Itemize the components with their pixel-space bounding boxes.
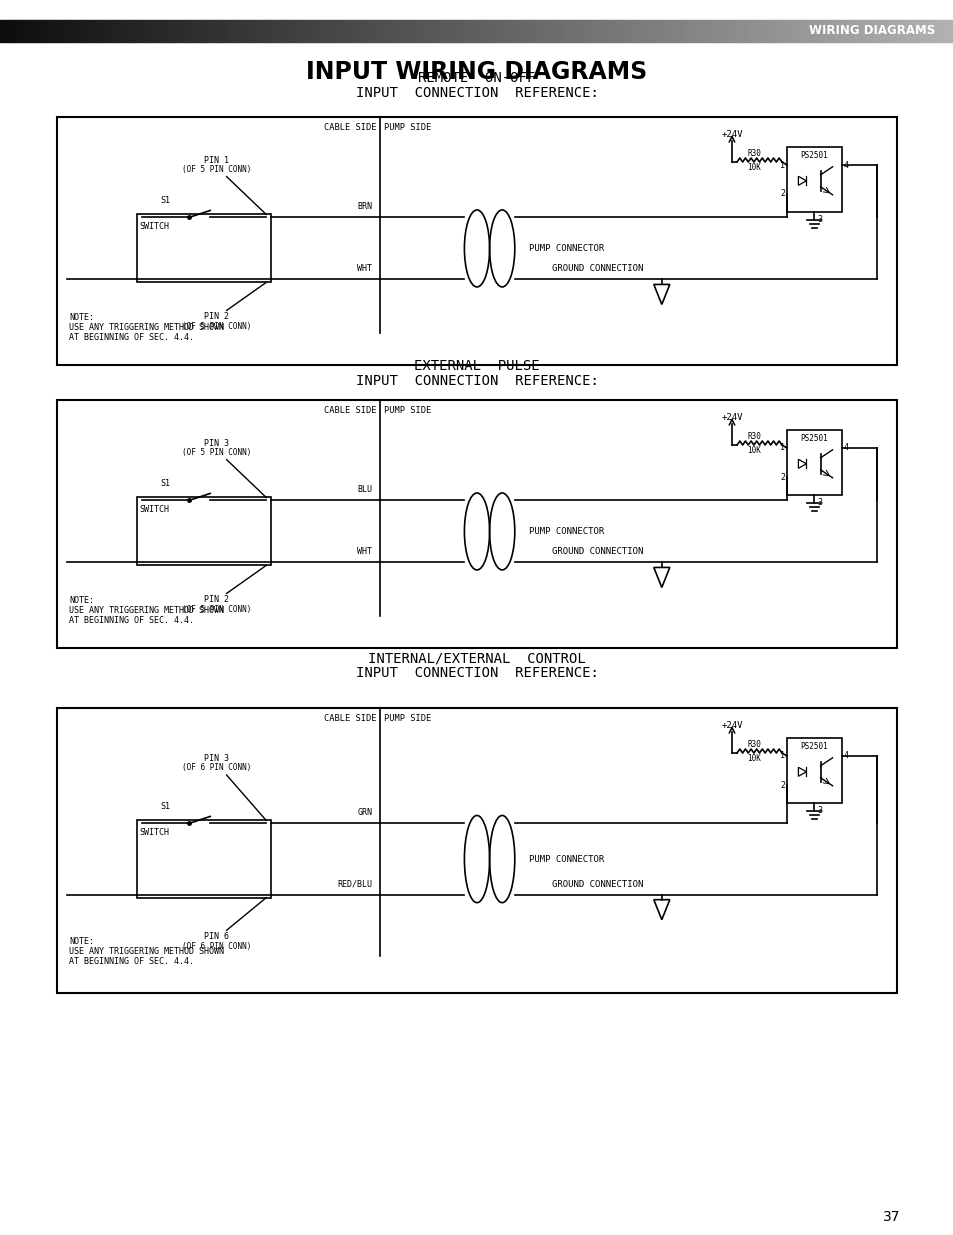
Text: PIN 3: PIN 3 [204,755,229,763]
Bar [136,498,271,566]
Text: PIN 6: PIN 6 [204,932,229,941]
Text: (OF 5 PIN CONN): (OF 5 PIN CONN) [182,447,251,457]
Text: PUMP SIDE: PUMP SIDE [384,124,431,132]
Text: (OF 6 PIN CONN): (OF 6 PIN CONN) [182,942,251,951]
Text: CABLE SIDE: CABLE SIDE [324,406,376,415]
Text: 4: 4 [843,161,848,169]
Text: 37: 37 [882,1210,899,1224]
Bar [786,430,841,495]
Text: USE ANY TRIGGERING METHOD SHOWN: USE ANY TRIGGERING METHOD SHOWN [69,324,224,332]
Text: SWITCH: SWITCH [140,222,170,231]
Text: 2: 2 [780,473,784,482]
Text: +24V: +24V [720,721,742,730]
Text: INPUT  CONNECTION  REFERENCE:: INPUT CONNECTION REFERENCE: [355,86,598,100]
Text: 4: 4 [843,443,848,452]
Text: 4: 4 [843,752,848,761]
Text: WIRING DIAGRAMS: WIRING DIAGRAMS [808,25,934,37]
Text: (OF 6 PIN CONN): (OF 6 PIN CONN) [182,763,251,772]
Bar [57,708,896,993]
Text: (OF 5 PIN CONN): (OF 5 PIN CONN) [182,164,251,174]
Text: INPUT  CONNECTION  REFERENCE:: INPUT CONNECTION REFERENCE: [355,374,598,388]
Text: BRN: BRN [357,203,372,211]
Text: S1: S1 [160,803,170,811]
Text: PIN 2: PIN 2 [204,312,229,321]
Text: 10K: 10K [747,755,760,763]
Text: (OF 5 PIN CONN): (OF 5 PIN CONN) [182,605,251,615]
Text: 1: 1 [780,443,784,452]
Text: USE ANY TRIGGERING METHOD SHOWN: USE ANY TRIGGERING METHOD SHOWN [69,947,224,956]
Text: GROUND CONNECTION: GROUND CONNECTION [551,547,642,557]
Text: AT BEGINNING OF SEC. 4.4.: AT BEGINNING OF SEC. 4.4. [69,333,193,342]
Text: PIN 3: PIN 3 [204,438,229,447]
Text: 3: 3 [817,498,821,508]
Text: NOTE:: NOTE: [69,314,94,322]
Text: CABLE SIDE: CABLE SIDE [324,124,376,132]
Text: CABLE SIDE: CABLE SIDE [324,714,376,722]
Text: BLU: BLU [357,485,372,494]
Text: +24V: +24V [720,130,742,140]
Text: PS2501: PS2501 [800,433,827,443]
Text: REMOTE  ON-OFF: REMOTE ON-OFF [418,70,535,85]
Text: 10K: 10K [747,446,760,454]
Text: AT BEGINNING OF SEC. 4.4.: AT BEGINNING OF SEC. 4.4. [69,616,193,625]
Text: 2: 2 [780,781,784,789]
Bar [136,215,271,283]
Text: INTERNAL/EXTERNAL  CONTROL: INTERNAL/EXTERNAL CONTROL [368,651,585,664]
Text: R30: R30 [747,149,760,158]
Text: NOTE:: NOTE: [69,597,94,605]
Text: PUMP CONNECTOR: PUMP CONNECTOR [529,527,604,536]
Text: PUMP CONNECTOR: PUMP CONNECTOR [529,245,604,253]
Text: PUMP SIDE: PUMP SIDE [384,714,431,722]
Text: PIN 1: PIN 1 [204,156,229,164]
Text: R30: R30 [747,740,760,748]
Text: AT BEGINNING OF SEC. 4.4.: AT BEGINNING OF SEC. 4.4. [69,957,193,967]
Text: GRN: GRN [357,809,372,818]
Text: WHT: WHT [357,547,372,557]
Text: INPUT  CONNECTION  REFERENCE:: INPUT CONNECTION REFERENCE: [355,666,598,680]
Text: USE ANY TRIGGERING METHOD SHOWN: USE ANY TRIGGERING METHOD SHOWN [69,606,224,615]
Text: GROUND CONNECTION: GROUND CONNECTION [551,879,642,889]
Bar [786,147,841,212]
Text: S1: S1 [160,479,170,488]
Bar [57,400,896,648]
Text: INPUT WIRING DIAGRAMS: INPUT WIRING DIAGRAMS [306,61,647,84]
Text: GROUND CONNECTION: GROUND CONNECTION [551,264,642,273]
Text: WHT: WHT [357,264,372,273]
Bar [136,820,271,898]
Text: 1: 1 [780,752,784,761]
Text: SWITCH: SWITCH [140,829,170,837]
Text: (OF 5 PIN CONN): (OF 5 PIN CONN) [182,322,251,331]
Text: 10K: 10K [747,163,760,172]
Text: +24V: +24V [720,412,742,422]
Text: 3: 3 [817,806,821,815]
Text: 2: 2 [780,189,784,199]
Text: S1: S1 [160,196,170,205]
Text: NOTE:: NOTE: [69,937,94,946]
Text: PS2501: PS2501 [800,742,827,751]
Text: 1: 1 [780,161,784,169]
Bar [786,739,841,803]
Text: RED/BLU: RED/BLU [337,879,372,889]
Text: SWITCH: SWITCH [140,505,170,515]
Text: PUMP SIDE: PUMP SIDE [384,406,431,415]
Bar [57,117,896,366]
Text: PS2501: PS2501 [800,151,827,161]
Text: R30: R30 [747,432,760,441]
Text: PIN 2: PIN 2 [204,595,229,604]
Text: PUMP CONNECTOR: PUMP CONNECTOR [529,855,604,863]
Text: 3: 3 [817,215,821,224]
Text: EXTERNAL  PULSE: EXTERNAL PULSE [414,359,539,373]
